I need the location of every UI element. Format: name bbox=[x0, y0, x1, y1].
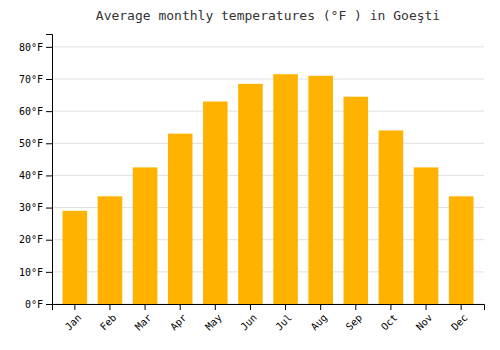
bar bbox=[203, 102, 228, 305]
tick: 80°F bbox=[19, 42, 52, 53]
bars bbox=[63, 74, 474, 304]
tick-mark bbox=[46, 208, 52, 209]
tick-mark bbox=[320, 304, 321, 310]
tick-mark bbox=[46, 143, 52, 144]
tick-label: Dec bbox=[449, 312, 470, 333]
tick-mark bbox=[46, 79, 52, 80]
tick: Apr bbox=[168, 304, 189, 332]
tick-mark bbox=[461, 304, 462, 310]
tick: 60°F bbox=[19, 106, 52, 117]
tick-label: Apr bbox=[168, 312, 189, 333]
tick-mark bbox=[46, 304, 52, 305]
bar bbox=[133, 167, 158, 304]
tick-label: Aug bbox=[309, 312, 330, 333]
tick-mark bbox=[285, 304, 286, 310]
bar bbox=[449, 196, 474, 304]
tick: Oct bbox=[379, 304, 400, 332]
tick-mark bbox=[46, 111, 52, 112]
title: Average monthly temperatures (°F ) in Go… bbox=[96, 8, 440, 23]
tick: Jul bbox=[273, 304, 294, 332]
bar bbox=[63, 211, 88, 304]
tick-label: Jan bbox=[63, 312, 84, 333]
tick-label: Nov bbox=[414, 312, 435, 333]
tick: 40°F bbox=[19, 170, 52, 181]
tick-mark bbox=[46, 175, 52, 176]
axis-line bbox=[53, 305, 485, 311]
y-axis: 0°F 10°F 20°F 30°F 40°F 50°F 60°F 70°F 80°F bbox=[19, 35, 53, 310]
tick: Jan bbox=[63, 304, 84, 332]
tick: 50°F bbox=[19, 138, 52, 149]
tick: 10°F bbox=[19, 267, 52, 278]
grid-line bbox=[52, 79, 484, 80]
tick-label: May bbox=[203, 312, 224, 333]
tick-label: Oct bbox=[379, 312, 400, 333]
bar bbox=[98, 196, 123, 304]
tick-mark bbox=[390, 304, 391, 310]
tick-label: 60°F bbox=[19, 106, 43, 117]
tick-label: 80°F bbox=[19, 42, 43, 53]
tick-mark bbox=[426, 304, 427, 310]
tick: Mar bbox=[133, 304, 154, 332]
grid bbox=[52, 47, 484, 304]
bar bbox=[344, 97, 369, 304]
tick: May bbox=[203, 304, 224, 332]
tick: 30°F bbox=[19, 202, 52, 213]
tick-mark bbox=[74, 304, 75, 310]
bar bbox=[414, 167, 439, 304]
bar bbox=[379, 130, 404, 304]
tick-mark bbox=[250, 304, 251, 310]
tick-mark bbox=[46, 240, 52, 241]
tick-label: Jun bbox=[238, 312, 259, 333]
tick-mark bbox=[109, 304, 110, 310]
tick-label: Mar bbox=[133, 312, 154, 333]
tick: 20°F bbox=[19, 234, 52, 245]
tick-mark bbox=[46, 47, 52, 48]
axis-line bbox=[46, 35, 53, 305]
tick-label: 30°F bbox=[19, 202, 43, 213]
tick-mark bbox=[145, 304, 146, 310]
tick-mark bbox=[180, 304, 181, 310]
tick-label: 0°F bbox=[25, 299, 43, 310]
tick-mark bbox=[215, 304, 216, 310]
tick-label: 50°F bbox=[19, 138, 43, 149]
tick: Dec bbox=[449, 304, 470, 332]
bar bbox=[308, 76, 333, 304]
tick-label: 10°F bbox=[19, 267, 43, 278]
tick: Feb bbox=[98, 304, 119, 332]
grid-line bbox=[52, 46, 484, 47]
chart: 0°F 10°F 20°F 30°F 40°F 50°F 60°F 70°F 80°F Jan Fe… bbox=[0, 0, 500, 350]
tick: Aug bbox=[309, 304, 330, 332]
tick-label: Jul bbox=[273, 312, 294, 333]
bar bbox=[273, 74, 298, 304]
tick-mark bbox=[355, 304, 356, 310]
tick-mark bbox=[46, 272, 52, 273]
bar bbox=[238, 84, 263, 304]
tick-label: Sep bbox=[344, 312, 365, 333]
tick-label: 40°F bbox=[19, 170, 43, 181]
tick-label: 70°F bbox=[19, 74, 43, 85]
tick: Jun bbox=[238, 304, 259, 332]
bar bbox=[168, 134, 193, 304]
tick-label: 20°F bbox=[19, 234, 43, 245]
tick: 0°F bbox=[25, 299, 52, 310]
tick: Sep bbox=[344, 304, 365, 332]
grid-line bbox=[52, 143, 484, 144]
tick: 70°F bbox=[19, 74, 52, 85]
tick-label: Feb bbox=[98, 312, 119, 333]
tick: Nov bbox=[414, 304, 435, 332]
plot: 0°F 10°F 20°F 30°F 40°F 50°F 60°F 70°F 80°F Jan Fe… bbox=[19, 35, 485, 333]
grid-line bbox=[52, 111, 484, 112]
x-axis: Jan Feb Mar Apr May Jun Jul Aug Sep Oct Nov Dec bbox=[53, 304, 485, 332]
